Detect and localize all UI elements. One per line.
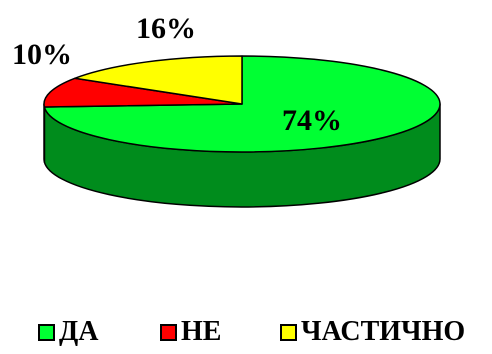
- legend: ДА НЕ ЧАСТИЧНО: [0, 314, 492, 350]
- pie-slice-chastichno: [74, 55, 243, 105]
- legend-swatch-ne: [160, 323, 177, 341]
- data-label-chastichno: 16%: [136, 12, 196, 45]
- data-label-da: 74%: [282, 104, 342, 137]
- pie-slice-ne: [43, 77, 243, 108]
- pie-chart: 74% 10% 16%: [12, 12, 441, 208]
- legend-swatch-chastichno: [280, 323, 297, 341]
- legend-swatch-da: [38, 323, 55, 341]
- data-label-ne: 10%: [12, 38, 72, 71]
- pie-labels: 74% 10% 16%: [12, 12, 342, 137]
- pie-top: [43, 55, 441, 153]
- legend-label-ne: НЕ: [181, 316, 222, 347]
- legend-label-chastichno: ЧАСТИЧНО: [301, 316, 466, 347]
- legend-item-da: ДА: [38, 314, 98, 350]
- legend-label-da: ДА: [59, 316, 99, 347]
- legend-item-chastichno: ЧАСТИЧНО: [280, 314, 465, 350]
- legend-item-ne: НЕ: [160, 314, 221, 350]
